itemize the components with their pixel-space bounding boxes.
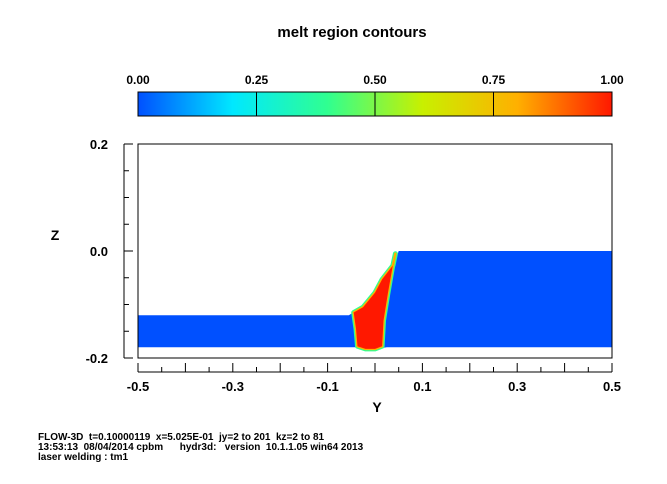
run-info-line-2: 13:53:13 08/04/2014 cpbm hydr3d: version… — [38, 442, 364, 453]
x-axis: -0.5 -0.3 -0.1 0.1 0.3 0.5 — [127, 363, 621, 394]
colorbar-tick-label: 1.00 — [600, 73, 624, 87]
run-info: FLOW-3D t=0.10000119 x=5.025E-01 jy=2 to… — [38, 433, 363, 463]
x-tick-label: -0.3 — [222, 379, 244, 394]
y-axis: 0.2 0.0 -0.2 — [86, 137, 133, 366]
y-tick-label: 0.2 — [90, 137, 108, 152]
y-tick-label: 0.0 — [90, 244, 108, 259]
contour-regions — [138, 251, 612, 352]
colorbar-tick-label: 0.50 — [363, 73, 387, 87]
y-axis-label: Z — [51, 227, 60, 243]
x-tick-label: -0.5 — [127, 379, 149, 394]
y-tick-label: -0.2 — [86, 351, 108, 366]
colorbar-tick-label: 0.25 — [245, 73, 269, 87]
plot-frame — [137, 143, 613, 359]
x-tick-label: 0.3 — [508, 379, 526, 394]
x-tick-label: 0.5 — [603, 379, 621, 394]
colorbar-tick-label: 0.00 — [126, 73, 150, 87]
colorbar: 0.00 0.25 0.50 0.75 1.00 — [126, 73, 624, 117]
x-tick-label: -0.1 — [316, 379, 338, 394]
colorbar-tick-label: 0.75 — [482, 73, 506, 87]
x-tick-label: 0.1 — [413, 379, 431, 394]
x-axis-label: Y — [372, 399, 382, 415]
region-melt — [353, 253, 396, 349]
chart-title: melt region contours — [277, 24, 426, 41]
run-info-line-1: FLOW-3D t=0.10000119 x=5.025E-01 jy=2 to… — [38, 432, 325, 443]
run-info-line-3: laser welding : tm1 — [38, 452, 129, 463]
